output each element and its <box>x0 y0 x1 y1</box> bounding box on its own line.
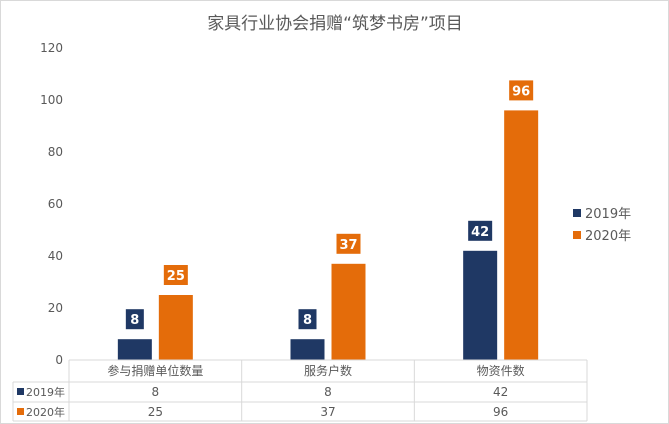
y-tick-label: 80 <box>48 145 63 159</box>
table-cell: 8 <box>152 385 160 399</box>
table-cell: 96 <box>493 405 508 419</box>
table-legend-key <box>17 408 24 415</box>
table-cell: 37 <box>320 405 335 419</box>
table-legend-key <box>17 388 24 395</box>
x-category-label: 服务户数 <box>304 363 352 378</box>
y-tick-label: 20 <box>48 301 63 315</box>
table-series-label: 2020年 <box>26 405 65 419</box>
bar-2019年-参与捐赠单位数量 <box>117 339 152 360</box>
bar-2020年-物资件数 <box>504 110 539 361</box>
data-label-box <box>163 265 188 285</box>
data-label-box <box>298 309 317 330</box>
legend-key <box>573 209 581 217</box>
data-label-box <box>125 309 144 330</box>
table-series-label: 2019年 <box>26 385 65 399</box>
data-label-box <box>468 220 493 241</box>
data-label: 8 <box>303 313 312 328</box>
y-tick-label: 60 <box>48 197 63 211</box>
y-tick-label: 120 <box>40 41 63 55</box>
legend-key <box>573 231 581 239</box>
x-category-label: 物资件数 <box>477 363 525 378</box>
data-label: 25 <box>167 269 185 284</box>
data-label: 96 <box>512 84 530 99</box>
y-tick-label: 40 <box>48 249 63 263</box>
y-tick-label: 100 <box>40 93 63 107</box>
data-label-box <box>336 233 361 254</box>
table-cell: 25 <box>148 405 163 419</box>
chart-title: 家具行业协会捐赠“筑梦书房”项目 <box>207 14 463 34</box>
bar-2019年-服务户数 <box>290 339 325 360</box>
y-tick-label: 0 <box>55 353 63 367</box>
bar-2020年-参与捐赠单位数量 <box>158 295 193 360</box>
legend-label: 2020年 <box>585 229 631 244</box>
bar-2020年-服务户数 <box>331 263 366 360</box>
data-label: 42 <box>471 225 489 240</box>
table-cell: 42 <box>493 385 508 399</box>
legend-label: 2019年 <box>585 207 631 222</box>
data-label-box <box>509 80 534 101</box>
bar-2019年-物资件数 <box>463 250 498 360</box>
table-cell: 8 <box>324 385 332 399</box>
x-category-label: 参与捐赠单位数量 <box>107 363 203 378</box>
data-label: 37 <box>339 238 357 253</box>
data-label: 8 <box>130 313 139 328</box>
